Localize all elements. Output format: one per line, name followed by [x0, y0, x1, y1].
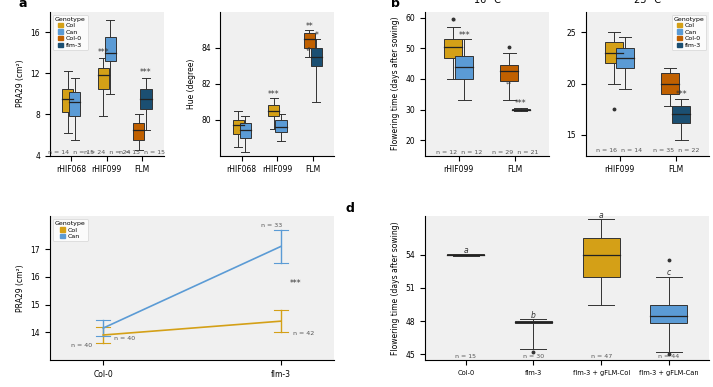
Y-axis label: Flowering time (days after sowing): Flowering time (days after sowing) [391, 17, 400, 151]
Text: n = 47: n = 47 [590, 354, 612, 360]
Bar [133, 123, 145, 140]
Bar [447, 254, 484, 255]
Y-axis label: Hue (degree): Hue (degree) [187, 58, 195, 109]
Text: d: d [346, 202, 354, 215]
Text: ***: *** [675, 90, 687, 99]
Bar [232, 120, 244, 134]
Bar [311, 48, 322, 65]
Text: **: ** [506, 81, 513, 86]
Bar [69, 92, 81, 116]
Text: n = 12  n = 12: n = 12 n = 12 [436, 150, 482, 155]
Text: n = 44: n = 44 [658, 354, 679, 360]
Text: #: # [306, 47, 312, 52]
Text: ***: *** [98, 48, 109, 57]
Y-axis label: PRA29 (cm²): PRA29 (cm²) [16, 60, 25, 107]
Bar [583, 238, 620, 277]
Title: 16 °C: 16 °C [473, 0, 501, 5]
Bar [105, 37, 116, 61]
Text: ***: *** [515, 99, 526, 108]
Text: n = 42: n = 42 [293, 331, 314, 336]
Bar [444, 39, 462, 58]
Text: b: b [531, 311, 536, 320]
Bar [501, 65, 518, 80]
Text: ***: *** [458, 31, 471, 39]
Title: 23 °C: 23 °C [634, 0, 661, 5]
Text: a: a [463, 245, 468, 255]
Text: n = 33: n = 33 [262, 223, 282, 228]
Bar [661, 73, 679, 94]
Bar [672, 106, 690, 123]
Text: ***: *** [268, 90, 279, 99]
Legend: Col, Can, Col-0, flm-3: Col, Can, Col-0, flm-3 [672, 15, 707, 50]
Text: ***: *** [289, 279, 302, 288]
Text: a: a [18, 0, 26, 10]
Y-axis label: PRA29 (cm²): PRA29 (cm²) [16, 264, 25, 312]
Text: a: a [599, 211, 603, 220]
Bar [98, 68, 109, 89]
Bar [616, 48, 634, 68]
Text: b: b [391, 0, 399, 10]
Text: *: * [314, 31, 319, 40]
Bar [456, 56, 473, 79]
Text: c: c [667, 268, 671, 277]
Y-axis label: Flowering time (days after sowing): Flowering time (days after sowing) [391, 221, 400, 355]
Text: n = 15  n = 15: n = 15 n = 15 [119, 150, 165, 155]
Text: n = 16  n = 14: n = 16 n = 14 [597, 149, 642, 154]
Text: n = 15: n = 15 [456, 354, 476, 360]
Bar [515, 321, 552, 324]
Text: n = 29  n = 21: n = 29 n = 21 [492, 150, 538, 155]
Legend: Col, Can: Col, Can [53, 219, 88, 241]
Text: ***: *** [140, 68, 152, 77]
Text: **: ** [305, 22, 313, 31]
Bar [650, 305, 687, 324]
Legend: Col, Can, Col-0, flm-3: Col, Can, Col-0, flm-3 [53, 15, 88, 50]
Text: n = 30: n = 30 [523, 354, 544, 360]
Text: n = 40: n = 40 [71, 343, 93, 348]
Text: n = 24  n = 24: n = 24 n = 24 [83, 150, 130, 155]
Text: n = 40: n = 40 [114, 336, 135, 341]
Text: n = 35  n = 22: n = 35 n = 22 [652, 149, 699, 154]
Bar [605, 43, 623, 63]
Bar [62, 89, 73, 112]
Text: *: * [451, 19, 455, 27]
Bar [512, 109, 530, 110]
Bar [140, 89, 152, 109]
Bar [240, 123, 251, 137]
Bar [304, 33, 315, 48]
Bar [268, 105, 279, 116]
Text: n = 14  n = 15: n = 14 n = 15 [48, 150, 94, 155]
Bar [275, 120, 287, 132]
